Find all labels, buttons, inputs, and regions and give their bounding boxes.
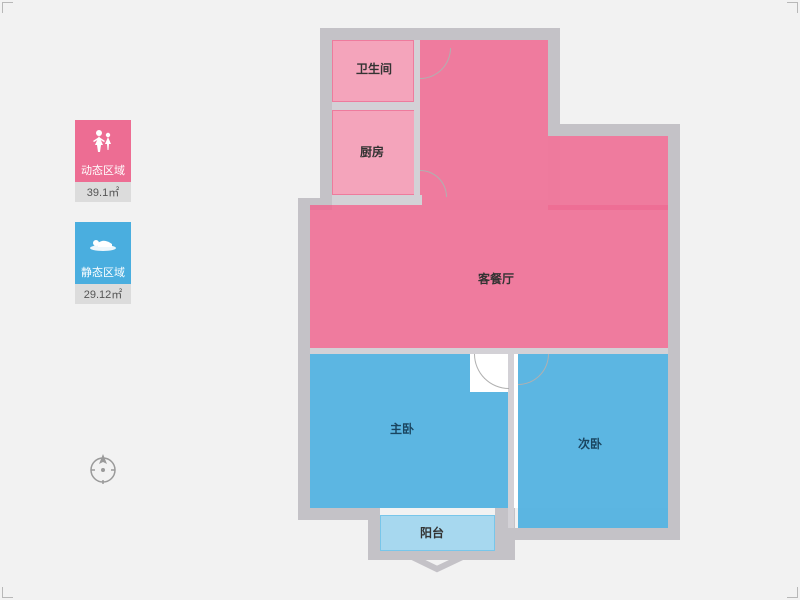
outer-wall bbox=[548, 28, 560, 136]
room-master-label: 主卧 bbox=[390, 420, 414, 437]
floor-plan: 卫生间 厨房 客餐厅 主卧 次卧 阳台 bbox=[290, 20, 680, 575]
outer-wall bbox=[320, 28, 560, 40]
legend-static-value: 29.12㎡ bbox=[75, 284, 131, 304]
corner-marks bbox=[787, 587, 798, 598]
inner-wall bbox=[332, 195, 422, 205]
corner-marks bbox=[787, 2, 798, 13]
sleep-icon bbox=[75, 222, 131, 262]
compass-icon bbox=[85, 450, 121, 486]
room-bathroom-label: 卫生间 bbox=[356, 60, 392, 77]
balcony-bay-icon bbox=[380, 551, 495, 573]
room-kitchen-label: 厨房 bbox=[360, 143, 384, 160]
inner-wall bbox=[332, 102, 418, 110]
outer-wall bbox=[490, 528, 680, 540]
outer-wall bbox=[668, 124, 680, 540]
legend-static-label: 静态区域 bbox=[75, 262, 131, 284]
legend-dynamic-label: 动态区域 bbox=[75, 160, 131, 182]
legend: 动态区域 39.1㎡ 静态区域 29.12㎡ bbox=[75, 120, 131, 324]
legend-item-static: 静态区域 29.12㎡ bbox=[75, 222, 131, 304]
room-living-label: 客餐厅 bbox=[478, 270, 514, 287]
room-second-label: 次卧 bbox=[578, 435, 602, 452]
outer-wall bbox=[298, 198, 310, 518]
legend-dynamic-value: 39.1㎡ bbox=[75, 182, 131, 202]
room-living-right-ext bbox=[548, 136, 668, 210]
room-balcony-label: 阳台 bbox=[420, 524, 444, 541]
outer-wall bbox=[320, 28, 332, 210]
corner-marks bbox=[2, 587, 13, 598]
outer-wall bbox=[298, 508, 378, 520]
outer-wall bbox=[548, 124, 680, 136]
corner-marks bbox=[2, 2, 13, 13]
people-icon bbox=[75, 120, 131, 160]
legend-item-dynamic: 动态区域 39.1㎡ bbox=[75, 120, 131, 202]
